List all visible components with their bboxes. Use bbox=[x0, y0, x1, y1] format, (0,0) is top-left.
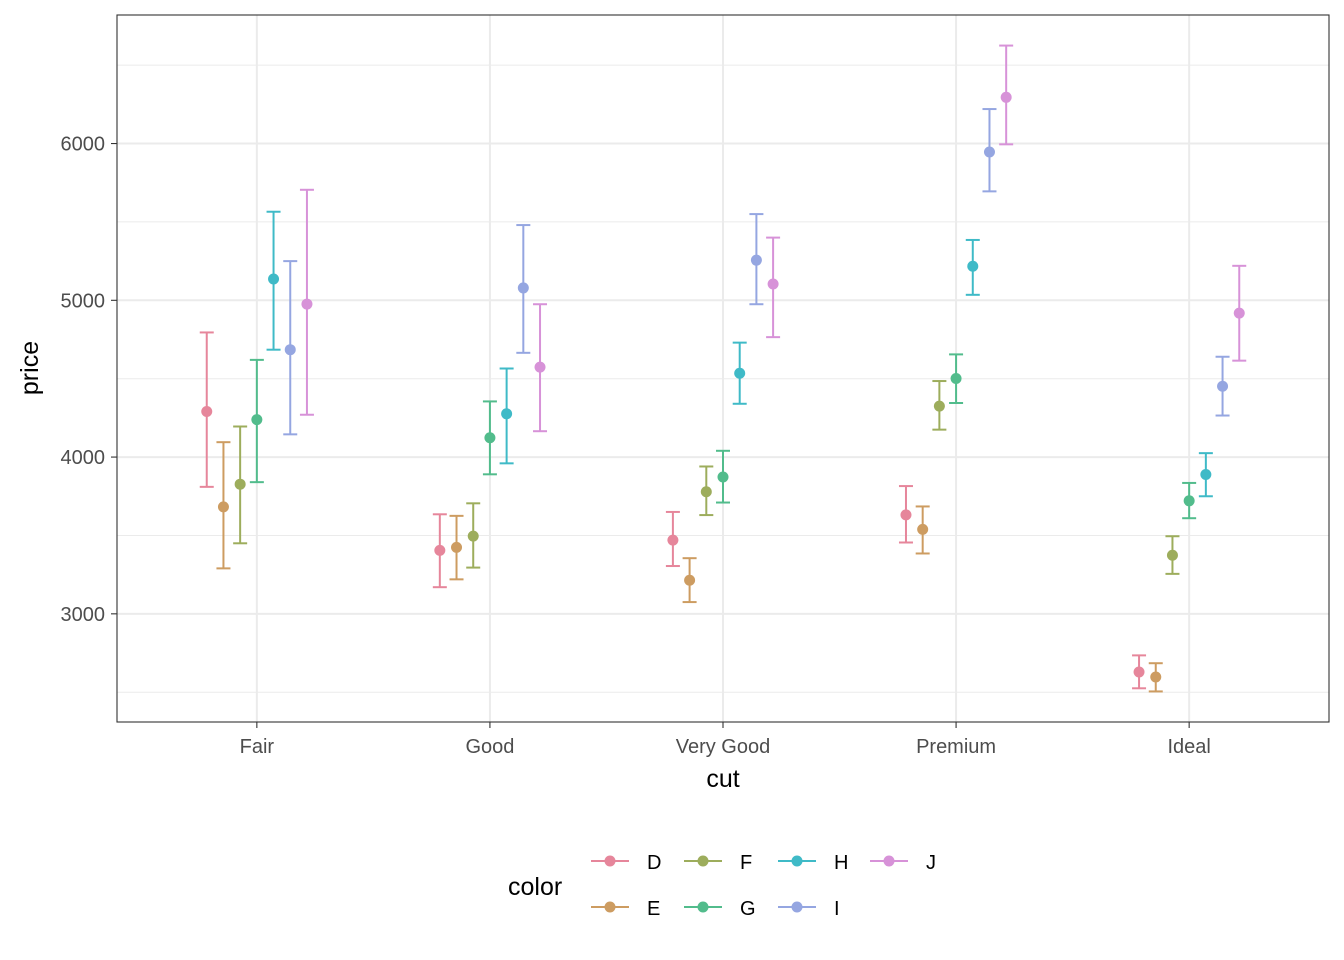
data-point bbox=[933, 400, 945, 412]
y-axis: 3000 4000 5000 6000 bbox=[61, 134, 117, 626]
data-point bbox=[451, 541, 463, 553]
data-point bbox=[284, 344, 296, 356]
data-point bbox=[1217, 380, 1229, 392]
legend-key-point bbox=[883, 855, 895, 867]
legend-label: G bbox=[740, 898, 756, 920]
data-point bbox=[1166, 549, 1178, 561]
data-point bbox=[950, 373, 962, 385]
legend-label: E bbox=[647, 898, 660, 920]
x-axis: Fair Good Very Good Premium Ideal bbox=[240, 722, 1211, 758]
data-point bbox=[1000, 91, 1012, 103]
x-tick-label: Fair bbox=[240, 736, 275, 758]
data-point bbox=[251, 414, 263, 426]
legend-item: H bbox=[778, 852, 848, 874]
legend-item: J bbox=[870, 852, 936, 874]
data-point bbox=[983, 146, 995, 158]
data-point bbox=[750, 254, 762, 266]
legend-item: I bbox=[778, 898, 840, 920]
y-tick-label: 3000 bbox=[61, 604, 106, 626]
legend-label: F bbox=[740, 852, 752, 874]
data-point bbox=[1200, 468, 1212, 480]
x-axis-title: cut bbox=[706, 765, 739, 793]
y-axis-title: price bbox=[16, 341, 44, 395]
data-point bbox=[467, 530, 479, 542]
legend-title: color bbox=[508, 873, 562, 901]
legend-key-point bbox=[697, 855, 709, 867]
data-point bbox=[667, 534, 679, 546]
x-tick-label: Good bbox=[465, 736, 514, 758]
data-point bbox=[917, 523, 929, 535]
data-point bbox=[700, 486, 712, 498]
legend-key-point bbox=[604, 855, 616, 867]
legend-item: F bbox=[684, 852, 752, 874]
data-point bbox=[534, 361, 546, 373]
legend-key-point bbox=[697, 901, 709, 913]
data-point bbox=[967, 260, 979, 272]
data-point bbox=[217, 501, 229, 513]
y-tick-label: 4000 bbox=[61, 447, 106, 469]
legend-key-point bbox=[604, 901, 616, 913]
y-tick-label: 6000 bbox=[61, 134, 106, 156]
legend-label: H bbox=[834, 852, 848, 874]
legend-item: D bbox=[591, 852, 661, 874]
legend-label: I bbox=[834, 898, 840, 920]
data-point bbox=[201, 405, 213, 417]
data-point bbox=[434, 544, 446, 556]
data-point bbox=[767, 278, 779, 290]
y-tick-label: 5000 bbox=[61, 290, 106, 312]
legend-label: J bbox=[926, 852, 936, 874]
data-point bbox=[734, 367, 746, 379]
data-point bbox=[1150, 671, 1162, 683]
data-point bbox=[517, 282, 529, 294]
x-tick-label: Very Good bbox=[676, 736, 771, 758]
x-tick-label: Ideal bbox=[1167, 736, 1210, 758]
legend-item: G bbox=[684, 898, 756, 920]
data-point bbox=[900, 509, 912, 521]
data-point bbox=[1183, 495, 1195, 507]
legend: color D E F G H I J bbox=[508, 852, 936, 920]
data-point bbox=[234, 478, 246, 490]
data-point bbox=[684, 574, 696, 586]
data-marks bbox=[199, 44, 1247, 693]
data-point bbox=[717, 471, 729, 483]
legend-label: D bbox=[647, 852, 661, 874]
data-point bbox=[268, 273, 280, 285]
data-point bbox=[1133, 666, 1145, 678]
x-tick-label: Premium bbox=[916, 736, 996, 758]
legend-item: E bbox=[591, 898, 660, 920]
legend-key-point bbox=[791, 855, 803, 867]
data-point bbox=[1233, 307, 1245, 319]
data-point bbox=[484, 432, 496, 444]
legend-key-point bbox=[791, 901, 803, 913]
data-point bbox=[301, 298, 313, 310]
data-point bbox=[501, 408, 513, 420]
